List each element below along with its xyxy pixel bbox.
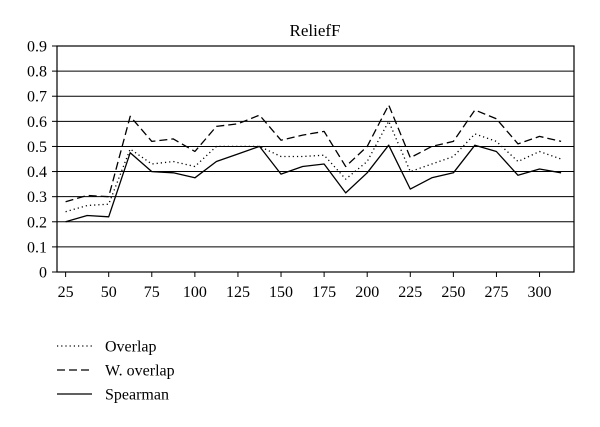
x-tick-label: 225 xyxy=(398,284,422,301)
x-tick-label: 125 xyxy=(226,284,250,301)
chart-title: ReliefF xyxy=(290,21,341,40)
y-tick-label: 0 xyxy=(39,265,47,282)
series-lines xyxy=(65,104,562,223)
y-tick-label: 0.6 xyxy=(27,114,47,131)
x-tick-label: 300 xyxy=(528,284,552,301)
x-tick-label: 250 xyxy=(441,284,465,301)
series-line-spearman xyxy=(65,144,562,223)
y-tick-label: 0.4 xyxy=(27,164,47,181)
legend-label: Overlap xyxy=(105,339,157,356)
y-tick-label: 0.1 xyxy=(27,239,47,256)
series-line-w-overlap xyxy=(65,104,562,203)
y-tick-label: 0.8 xyxy=(27,64,47,81)
y-tick-label: 0.2 xyxy=(27,214,47,231)
y-tick-label: 0.9 xyxy=(27,39,47,56)
legend-label: W. overlap xyxy=(105,363,175,380)
y-axis: 0 0.1 0.2 0.3 0.4 0.5 0.6 0.7 0.8 0.9 xyxy=(27,39,57,282)
y-tick-label: 0.3 xyxy=(27,189,47,206)
x-tick-label: 200 xyxy=(355,284,379,301)
x-tick-label: 150 xyxy=(269,284,293,301)
series-line-overlap xyxy=(65,120,562,213)
y-tick-label: 0.5 xyxy=(27,139,47,156)
x-tick-label: 50 xyxy=(101,284,117,301)
x-tick-label: 25 xyxy=(58,284,74,301)
x-tick-label: 275 xyxy=(484,284,508,301)
y-tick-label: 0.7 xyxy=(27,89,47,106)
legend: Overlap W. overlap Spearman xyxy=(57,339,175,404)
x-tick-label: 175 xyxy=(312,284,336,301)
grid xyxy=(57,45,574,273)
x-tick-label: 100 xyxy=(183,284,207,301)
plot-frame xyxy=(56,45,575,273)
x-axis: 25 50 75 100 125 150 175 200 225 250 275 300 xyxy=(58,272,552,301)
x-tick-label: 75 xyxy=(144,284,160,301)
legend-label: Spearman xyxy=(105,387,169,404)
